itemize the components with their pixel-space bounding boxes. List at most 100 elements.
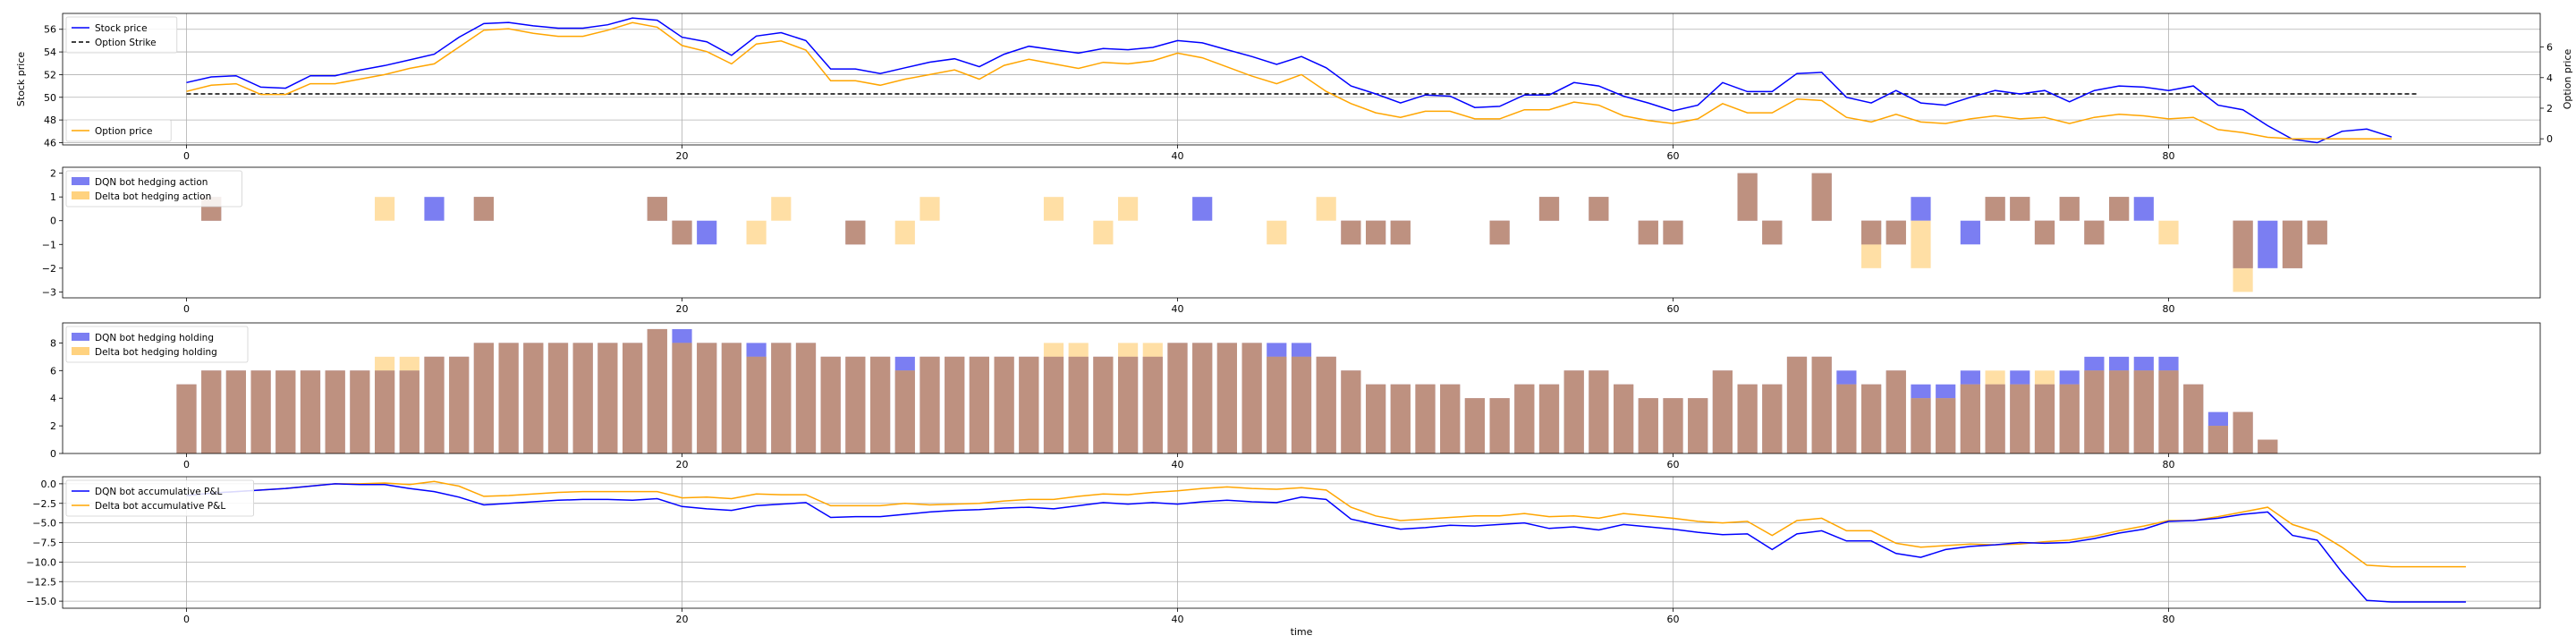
legend-option-box [65,119,172,142]
holding-overlap-bar [1093,356,1114,453]
y-tick-label: 56 [44,24,56,36]
holding-overlap-bar [820,356,841,453]
legend-holding-swatch [72,333,89,341]
action-overlap-bar [1885,220,1906,245]
holding-overlap-bar [1514,384,1535,453]
holding-overlap-bar [845,356,866,453]
x-tick-label: 20 [676,459,689,470]
x-tick-label: 0 [183,459,190,470]
action-overlap-bar [1811,173,1832,221]
y-tick-label: 6 [50,365,56,377]
holding-overlap-bar [1985,384,2005,453]
legend-price-label: Stock price [95,23,148,34]
action-overlap-bar [1762,220,1783,245]
holding-overlap-bar [1366,384,1386,453]
y-tick-label: −3 [42,286,56,298]
holding-overlap-bar [1267,356,1287,453]
action-delta-bar [1118,197,1139,221]
action-overlap-bar [1985,197,2005,221]
holding-overlap-bar [1241,343,1262,453]
legend-action-label: Delta bot hedging action [95,191,211,202]
x-tick-label: 40 [1172,614,1184,625]
y-tick-label: 50 [44,92,56,104]
x-tick-label: 20 [676,303,689,315]
action-overlap-bar [1663,220,1683,245]
holding-overlap-bar [275,370,296,453]
delta-pnl-line [186,480,2466,568]
x-tick-label: 60 [1667,150,1680,162]
holding-overlap-bar [225,370,246,453]
x-tick-label: 0 [183,614,190,625]
x-tick-label: 80 [2163,150,2175,162]
holding-overlap-bar [894,370,915,453]
holding-overlap-bar [1489,398,1510,453]
holding-overlap-bar [1142,356,1163,453]
holding-overlap-bar [498,343,519,453]
option-price-line [186,21,2392,140]
action-overlap-bar [2010,197,2030,221]
holding-overlap-bar [1043,356,1064,453]
holding-overlap-bar [572,343,593,453]
action-overlap-bar [2109,197,2130,221]
holding-overlap-bar [647,328,667,453]
legend-holding-swatch [72,347,89,355]
action-overlap-bar [1538,197,1560,221]
x-tick-label: 60 [1667,459,1680,470]
legend-action-swatch [72,177,89,185]
holding-overlap-bar [2233,411,2253,453]
holding-overlap-bar [1936,398,1956,453]
x-tick-label: 40 [1172,459,1184,470]
action-overlap-bar [2282,220,2303,268]
y-tick-label: −7.5 [32,538,56,549]
holding-overlap-bar [325,370,345,453]
axes-frame-price [62,13,2541,146]
holding-overlap-bar [2084,370,2105,453]
action-delta-bar [375,197,395,221]
axes-frame-pnl [62,476,2541,609]
holding-overlap-bar [1167,343,1188,453]
holding-overlap-bar [1415,384,1436,453]
holding-overlap-bar [1538,384,1560,453]
holding-overlap-bar [2109,370,2130,453]
action-dqn-bar [1911,197,1931,221]
holding-overlap-bar [449,356,470,453]
holding-overlap-bar [2183,384,2204,453]
holding-overlap-bar [2207,426,2228,453]
holding-overlap-bar [375,370,395,453]
action-delta-bar [771,197,792,221]
holding-overlap-bar [2158,370,2179,453]
holding-overlap-bar [250,370,271,453]
holding-overlap-bar [919,356,940,453]
holding-overlap-bar [2034,384,2055,453]
holding-overlap-bar [969,356,989,453]
x-tick-label: 80 [2163,303,2175,315]
holding-overlap-bar [547,343,569,453]
holding-overlap-bar [771,343,792,453]
action-overlap-bar [1737,173,1758,221]
holding-overlap-bar [1861,384,1882,453]
holding-overlap-bar [1885,370,1906,453]
action-dqn-bar [2133,197,2154,221]
holding-overlap-bar [623,343,643,453]
holding-overlap-bar [1712,370,1733,453]
holding-overlap-bar [2258,439,2278,453]
axes-frame-action [62,166,2541,299]
action-overlap-bar [845,220,866,245]
y-tick-label: −10.0 [26,556,56,568]
x-tick-label: 20 [676,614,689,625]
action-overlap-bar [1366,220,1386,245]
y-tick-label: 1 [50,191,56,203]
holding-overlap-bar [1440,384,1461,453]
holding-overlap-bar [597,343,618,453]
y-tick-label: 0.0 [41,479,57,490]
action-overlap-bar [1341,220,1361,245]
holding-overlap-bar [1390,384,1411,453]
action-overlap-bar [672,220,692,245]
action-delta-bar [746,220,767,245]
holding-overlap-bar [1688,398,1708,453]
holding-overlap-bar [1638,398,1658,453]
holding-overlap-bar [945,356,965,453]
action-overlap-bar [473,197,494,221]
legend-action-box [65,170,242,208]
action-delta-bar [1911,220,1931,268]
